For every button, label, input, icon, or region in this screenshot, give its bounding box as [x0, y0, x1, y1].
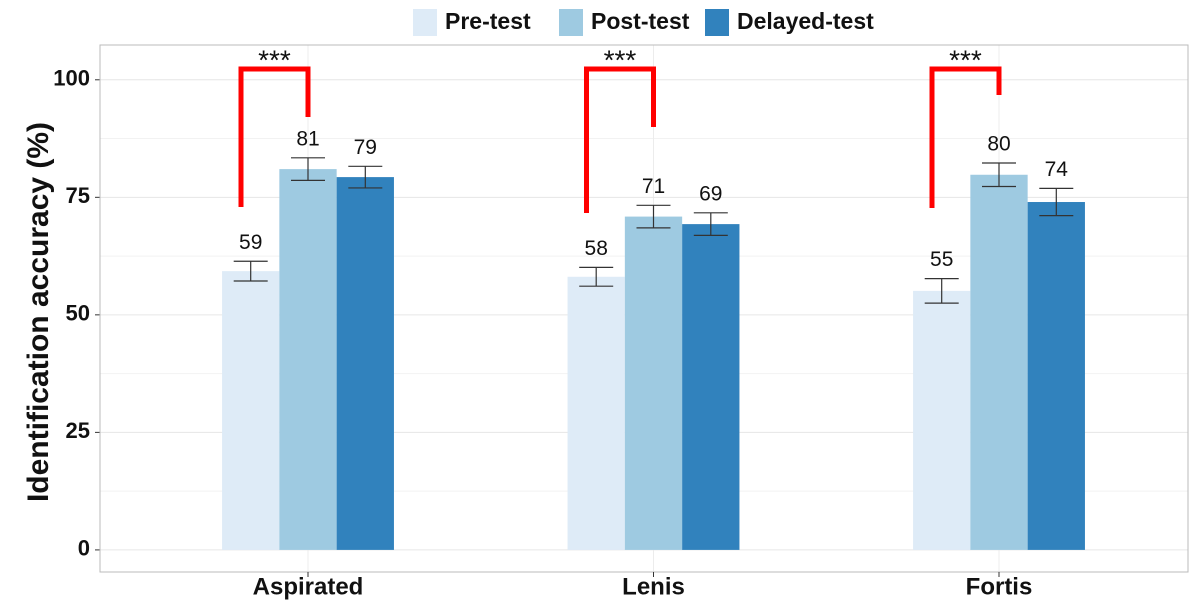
y-tick-label: 25: [66, 418, 90, 443]
plot-border: [99, 44, 1189, 573]
value-label: 59: [239, 231, 262, 254]
error-bar: [291, 157, 325, 181]
legend-swatch: [413, 9, 437, 36]
significance-label: ***: [604, 44, 637, 75]
error-bar: [924, 278, 959, 304]
error-bar: [348, 165, 383, 189]
error-bar: [693, 212, 728, 236]
legend-label: Pre-test: [445, 8, 531, 34]
value-label: 81: [296, 127, 319, 150]
bar: [970, 174, 1028, 550]
significance-label: ***: [258, 44, 291, 75]
value-label: 69: [699, 182, 722, 205]
bar: [567, 276, 625, 550]
y-axis-title: Identification accuracy (%): [22, 122, 55, 502]
legend-swatch: [559, 9, 583, 36]
x-tick-label: Fortis: [966, 573, 1033, 600]
legend-label: Delayed-test: [737, 8, 874, 34]
bar: [222, 271, 280, 550]
value-label: 58: [585, 237, 608, 260]
significance-bracket: [929, 66, 1002, 208]
bar: [279, 169, 337, 550]
bar: [624, 216, 683, 550]
error-bar: [233, 260, 268, 282]
error-bar: [579, 266, 614, 287]
y-tick-label: 100: [53, 66, 90, 91]
bar: [336, 177, 394, 550]
x-tick-label: Aspirated: [253, 573, 364, 600]
significance-label: ***: [949, 44, 982, 75]
legend-swatch: [705, 9, 729, 36]
x-tick-label: Lenis: [622, 573, 685, 600]
error-bar: [982, 162, 1016, 188]
error-bar: [1039, 187, 1074, 217]
bar: [682, 224, 740, 550]
bar: [913, 290, 971, 550]
y-tick-label: 75: [66, 183, 90, 208]
legend-label: Post-test: [591, 8, 690, 34]
value-label: 79: [354, 136, 377, 159]
significance-bracket: [584, 66, 656, 213]
y-tick-label: 0: [78, 536, 90, 561]
bar: [1027, 202, 1085, 550]
value-label: 80: [987, 133, 1010, 156]
value-label: 55: [930, 248, 953, 271]
value-label: 71: [642, 175, 665, 198]
value-label: 74: [1045, 158, 1069, 181]
y-tick-label: 50: [66, 301, 90, 326]
error-bar: [636, 204, 671, 229]
significance-bracket: [238, 66, 311, 207]
